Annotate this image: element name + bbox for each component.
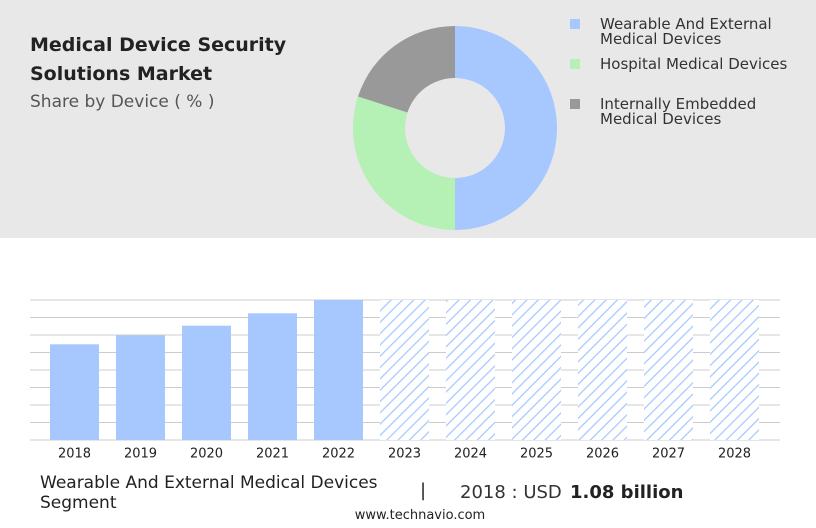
- legend-item: Hospital Medical Devices: [570, 55, 800, 73]
- legend-label: Internally Embedded Medical Devices: [600, 95, 757, 128]
- x-tick-label: 2020: [190, 447, 223, 462]
- source: www.technavio.com: [354, 508, 486, 523]
- x-tick-label: 2022: [322, 447, 355, 462]
- chart-title: Medical Device Security Solutions Market: [30, 34, 287, 85]
- forecast-placeholder: [512, 300, 561, 440]
- legend-swatch: [570, 19, 580, 29]
- forecast-placeholder: [578, 300, 627, 440]
- value-label: 1.08 billion: [570, 482, 684, 503]
- forecast-placeholder: [446, 300, 495, 440]
- x-tick-label: 2021: [256, 447, 289, 462]
- year-label: 2018 : USD: [460, 482, 562, 503]
- x-tick-label: 2019: [124, 447, 157, 462]
- x-tick-label: 2028: [718, 447, 751, 462]
- donut-slice: [353, 96, 455, 230]
- x-tick-label: 2023: [388, 447, 421, 462]
- legend-swatch: [570, 99, 580, 109]
- bar: [314, 300, 363, 440]
- bar: [182, 325, 231, 440]
- legend-label: Hospital Medical Devices: [600, 55, 788, 73]
- forecast-placeholder: [380, 300, 429, 440]
- x-tick-label: 2025: [520, 447, 553, 462]
- legend-item: Wearable And External Medical Devices: [570, 15, 800, 48]
- bar: [248, 313, 297, 440]
- x-tick-label: 2024: [454, 447, 487, 462]
- donut-slice: [357, 26, 455, 113]
- bar: [116, 335, 165, 440]
- legend-label: Wearable And External Medical Devices: [600, 15, 772, 48]
- donut-slice: [455, 26, 557, 230]
- bar: [50, 344, 99, 440]
- x-tick-label: 2018: [58, 447, 91, 462]
- x-tick-label: 2027: [652, 447, 685, 462]
- forecast-placeholder: [644, 300, 693, 440]
- forecast-placeholder: [710, 300, 759, 440]
- legend-item: Internally Embedded Medical Devices: [570, 95, 800, 128]
- separator: |: [420, 480, 427, 501]
- x-tick-label: 2026: [586, 447, 619, 462]
- segment-label: Wearable And External Medical Devices Se…: [40, 473, 378, 513]
- chart-subtitle: Share by Device ( % ): [30, 92, 215, 112]
- legend-swatch: [570, 59, 580, 69]
